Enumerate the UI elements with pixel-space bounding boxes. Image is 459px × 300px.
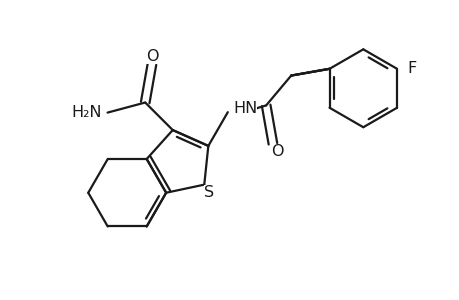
Text: O: O	[146, 49, 158, 64]
Text: F: F	[407, 61, 416, 76]
Text: S: S	[203, 185, 213, 200]
Text: O: O	[270, 144, 283, 159]
Text: H₂N: H₂N	[72, 105, 102, 120]
Text: HN: HN	[233, 101, 257, 116]
